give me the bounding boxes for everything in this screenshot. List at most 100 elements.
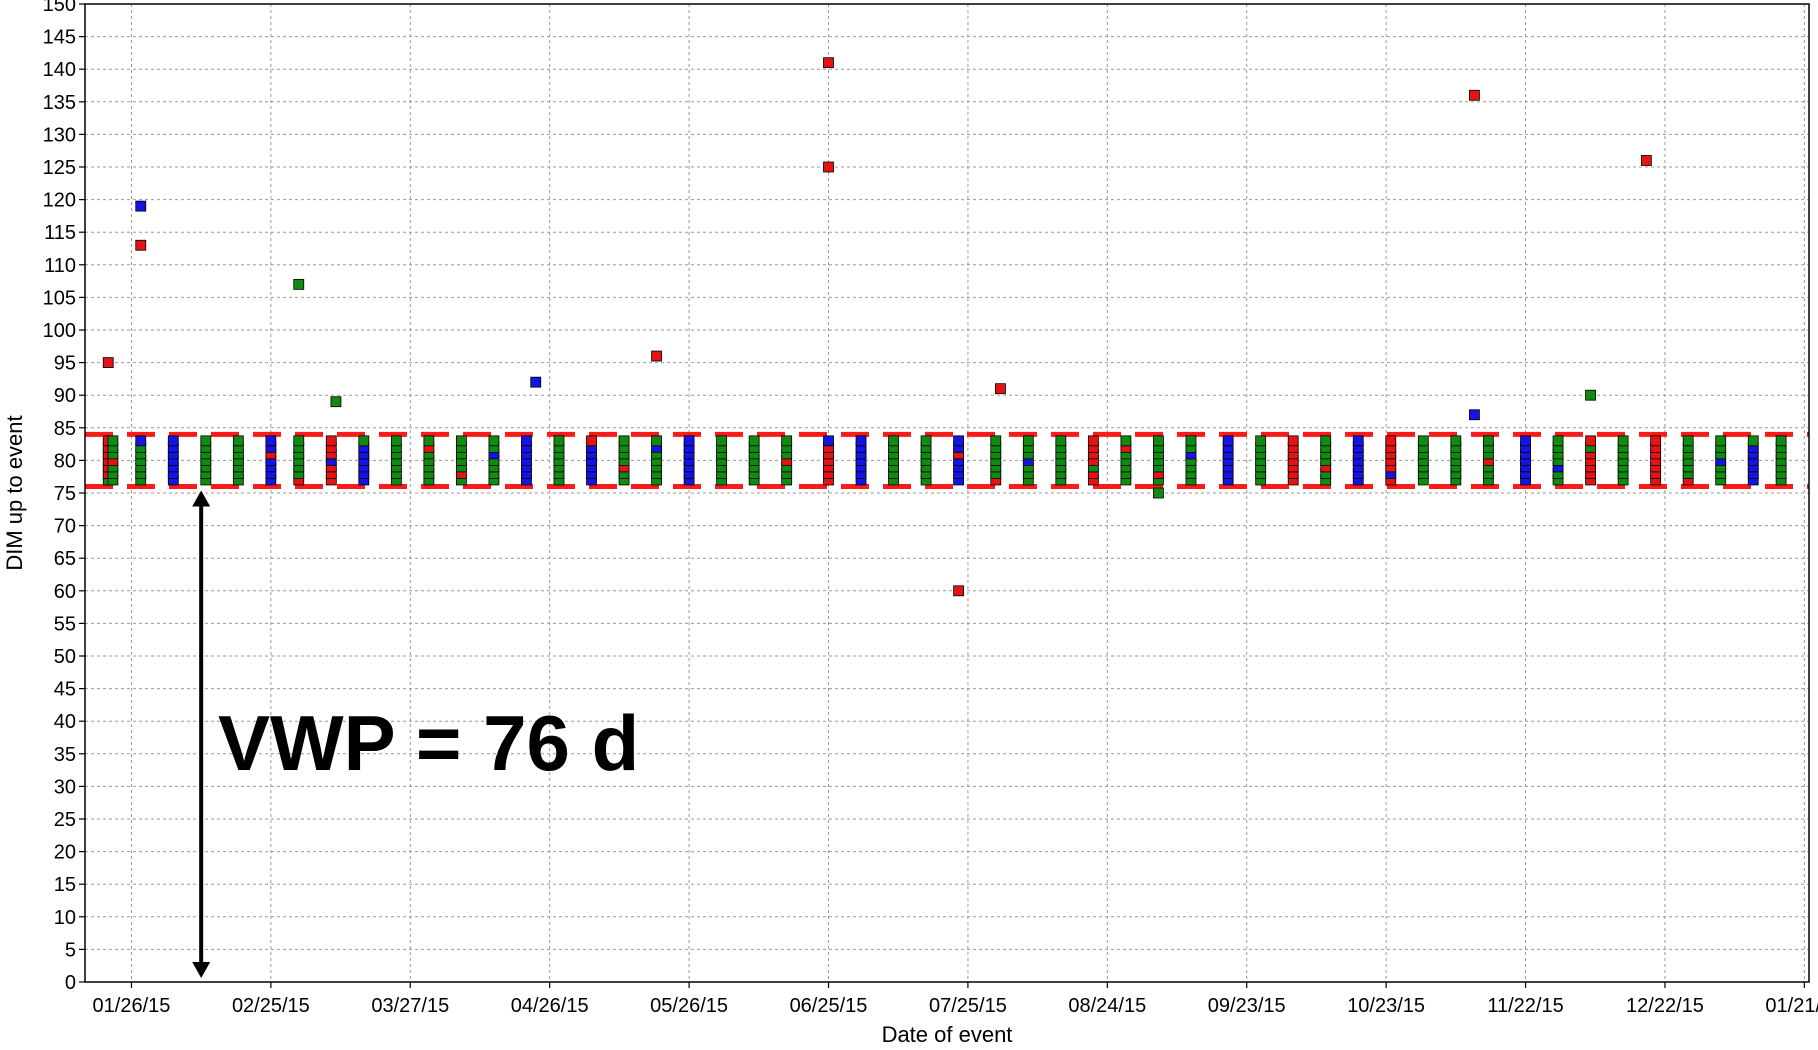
- x-axis-ticks: 01/26/15 02/25/15 03/27/15 04/26/15 05/26/15…: [93, 982, 1818, 1017]
- outlier-point: [1153, 487, 1164, 499]
- y-tick-label: 90: [54, 385, 76, 407]
- y-tick-label: 110: [44, 255, 76, 277]
- band-point: [748, 435, 760, 447]
- voluntary-waiting-band: [85, 431, 1809, 489]
- band-point: [990, 435, 1002, 447]
- band-point: [888, 435, 899, 447]
- x-tick-label: 06/25/15: [790, 995, 868, 1017]
- band-point: [553, 435, 565, 447]
- band-point: [1450, 435, 1462, 447]
- band-point: [1222, 435, 1234, 447]
- y-tick-label: 30: [54, 776, 76, 798]
- y-axis-label: DIM up to event: [2, 415, 27, 570]
- x-tick-label: 01/21/16: [1765, 995, 1818, 1017]
- y-tick-label: 55: [54, 613, 76, 635]
- band-point: [1715, 435, 1727, 447]
- band-point: [1255, 435, 1267, 447]
- outlier-point: [1640, 155, 1652, 166]
- y-tick-label: 95: [54, 353, 76, 375]
- y-tick-label: 45: [54, 679, 76, 701]
- band-point: [1087, 435, 1099, 447]
- y-tick-label: 15: [54, 874, 76, 896]
- band-point: [1682, 435, 1694, 447]
- band-point: [423, 435, 435, 447]
- y-tick-label: 85: [54, 418, 76, 440]
- band-point: [135, 435, 147, 447]
- band-point: [1320, 435, 1332, 447]
- band-point: [781, 435, 793, 447]
- x-tick-label: 05/26/15: [650, 995, 728, 1017]
- y-tick-label: 120: [43, 190, 76, 212]
- y-tick-label: 20: [54, 842, 76, 864]
- band-point: [358, 435, 370, 447]
- x-tick-label: 01/26/15: [93, 995, 171, 1017]
- band-point: [325, 435, 337, 447]
- outlier-point: [135, 239, 147, 251]
- y-tick-label: 115: [44, 222, 76, 244]
- band-point: [1520, 435, 1531, 447]
- band-point: [823, 435, 834, 447]
- y-tick-label: 35: [54, 744, 76, 766]
- band-point: [1482, 435, 1494, 447]
- outlier-point: [823, 57, 834, 69]
- band-point: [1022, 435, 1034, 447]
- y-tick-label: 70: [54, 516, 76, 538]
- arrow-head-bottom: [192, 962, 211, 978]
- y-tick-label: 5: [65, 939, 76, 961]
- band-point: [390, 435, 402, 447]
- band-point: [1552, 435, 1564, 447]
- band-point: [1417, 435, 1429, 447]
- band-point: [1352, 435, 1364, 447]
- y-tick-label: 25: [54, 809, 76, 831]
- band-point: [1775, 435, 1787, 447]
- band-point: [488, 435, 500, 447]
- band-point: [107, 435, 119, 447]
- band-point: [683, 435, 695, 447]
- band-point: [920, 435, 932, 447]
- band-point: [1287, 435, 1299, 447]
- y-tick-label: 125: [43, 157, 76, 179]
- band-point: [1747, 435, 1759, 447]
- vwp-arrow: [192, 490, 211, 978]
- y-axis-ticks: 0 5 10 15 20 25 30 35 40 45 50 55 60 65 70 75 80 85 90 95 10…: [43, 0, 85, 994]
- band-point: [1055, 435, 1067, 447]
- band-point: [1650, 435, 1662, 447]
- band-point: [200, 435, 212, 447]
- y-tick-label: 100: [43, 320, 76, 342]
- y-tick-label: 10: [54, 907, 76, 929]
- band-point: [1585, 435, 1596, 447]
- outlier-point: [823, 161, 834, 173]
- x-axis-label: Date of event: [882, 1022, 1013, 1047]
- outlier-point: [1585, 389, 1596, 401]
- band-point: [586, 435, 597, 447]
- y-tick-label: 80: [54, 450, 76, 472]
- outlier-point: [530, 376, 542, 388]
- data-points: [102, 57, 1787, 597]
- y-tick-label: 150: [43, 0, 76, 16]
- x-tick-label: 03/27/15: [371, 995, 449, 1017]
- x-tick-label: 12/22/15: [1626, 995, 1704, 1017]
- y-tick-label: 145: [43, 27, 76, 49]
- outlier-point: [1469, 89, 1480, 101]
- band-point: [855, 435, 867, 447]
- x-tick-label: 07/25/15: [929, 995, 1007, 1017]
- outlier-point: [135, 200, 147, 212]
- band-point: [1120, 435, 1132, 447]
- y-tick-label: 60: [54, 581, 76, 603]
- band-point: [651, 435, 662, 447]
- outlier-point: [1469, 409, 1480, 421]
- band-point: [455, 435, 467, 447]
- y-tick-label: 75: [54, 483, 76, 505]
- band-point: [293, 435, 305, 447]
- x-tick-label: 02/25/15: [232, 995, 310, 1017]
- y-tick-label: 130: [43, 124, 76, 146]
- outlier-point: [953, 585, 965, 597]
- y-tick-label: 0: [65, 972, 76, 994]
- x-tick-label: 09/23/15: [1208, 995, 1286, 1017]
- outlier-point: [330, 396, 342, 408]
- arrow-head-top: [192, 490, 211, 507]
- band-point: [1617, 435, 1629, 447]
- outlier-point: [651, 350, 662, 362]
